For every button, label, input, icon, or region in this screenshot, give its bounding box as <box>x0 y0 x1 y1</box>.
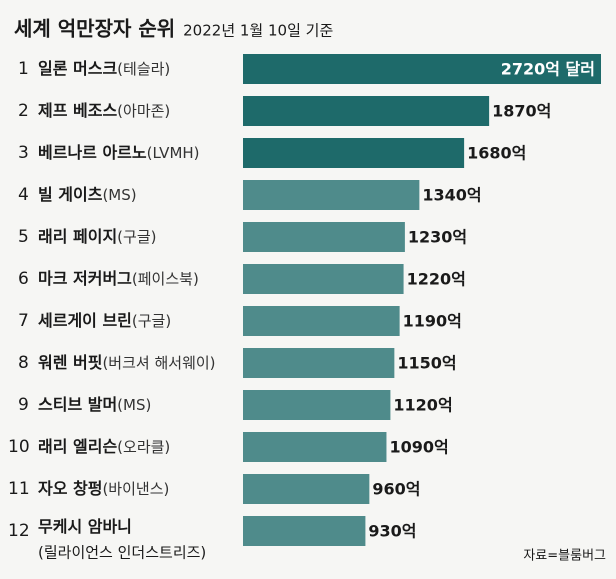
category-label: 베르나르 아르노(LVMH) <box>38 143 200 162</box>
category-label: 제프 베조스(아마존) <box>38 101 170 120</box>
chart-subtitle: 2022년 1월 10일 기준 <box>183 22 333 40</box>
bar <box>243 264 404 294</box>
name: 무케시 암바니 <box>38 517 132 536</box>
affiliation: (구글) <box>117 228 156 246</box>
value-label: 1190억 <box>403 312 462 331</box>
rank: 7 <box>18 311 29 331</box>
name: 마크 저커버그 <box>38 269 132 288</box>
affiliation: (MS) <box>102 186 136 204</box>
rank: 8 <box>18 353 29 373</box>
category-label: 자오 창펑(바이낸스) <box>38 479 169 498</box>
rank: 9 <box>18 395 29 415</box>
category-label: 래리 페이지(구글) <box>38 227 156 246</box>
affiliation: (오라클) <box>117 438 170 456</box>
value-label: 960억 <box>372 480 420 499</box>
category-label: 마크 저커버그(페이스북) <box>38 269 199 288</box>
affiliation: (아마존) <box>117 102 170 120</box>
rank: 12 <box>8 521 30 541</box>
bar <box>243 306 400 336</box>
name: 자오 창펑 <box>38 479 102 498</box>
bar <box>243 54 601 84</box>
bar <box>243 432 387 462</box>
name: 워렌 버핏 <box>38 353 102 372</box>
name: 세르게이 브린 <box>38 311 132 330</box>
category-label: 스티브 발머(MS) <box>38 395 151 414</box>
affiliation: (페이스북) <box>132 270 199 288</box>
category-label: 워렌 버핏(버크셔 해서웨이) <box>38 353 216 372</box>
value-label: 1680억 <box>467 144 526 163</box>
rank: 1 <box>18 59 29 79</box>
affiliation: (릴라이언스 인더스트리즈) <box>38 544 206 562</box>
bar <box>243 348 395 378</box>
value-label: 1220억 <box>407 270 466 289</box>
category-label: 빌 게이츠(MS) <box>38 185 137 204</box>
name: 래리 페이지 <box>38 227 117 246</box>
affiliation: (MS) <box>117 396 151 414</box>
category-label: 래리 엘리슨(오라클) <box>38 437 170 456</box>
name: 스티브 발머 <box>38 395 117 414</box>
rank: 5 <box>18 227 29 247</box>
name: 베르나르 아르노 <box>38 143 147 162</box>
name: 래리 엘리슨 <box>38 437 117 456</box>
rank: 6 <box>18 269 29 289</box>
rank: 4 <box>18 185 29 205</box>
value-label: 1090억 <box>389 438 448 457</box>
bar <box>243 96 490 126</box>
bar <box>243 474 370 504</box>
name: 빌 게이츠 <box>38 185 103 204</box>
source: 자료=블룸버그 <box>523 549 606 564</box>
chart-title: 세계 억만장자 순위 <box>14 17 175 41</box>
bar <box>243 390 391 420</box>
rank: 10 <box>8 437 30 457</box>
bar <box>243 516 366 546</box>
rank: 11 <box>8 479 30 499</box>
affiliation: (테슬라) <box>117 60 170 78</box>
affiliation: (버크셔 해서웨이) <box>102 354 215 372</box>
bar <box>243 138 465 168</box>
value-label: 1340억 <box>422 186 481 205</box>
category-label: 일론 머스크(테슬라) <box>38 59 170 78</box>
affiliation: (구글) <box>132 312 171 330</box>
affiliation: (LVMH) <box>147 144 200 162</box>
value-label: 1120억 <box>393 396 452 415</box>
name: 제프 베조스 <box>38 101 117 120</box>
category-label: 세르게이 브린(구글) <box>38 311 171 330</box>
name: 일론 머스크 <box>38 59 117 78</box>
value-label: 1230억 <box>408 228 467 247</box>
category-label: 무케시 암바니 <box>38 517 132 536</box>
affiliation: (바이낸스) <box>102 480 169 498</box>
value-label: 2720억 달러 <box>501 60 595 79</box>
value-label: 930억 <box>368 522 416 541</box>
value-label: 1150억 <box>397 354 456 373</box>
rank: 2 <box>18 101 29 121</box>
bar <box>243 222 405 252</box>
rank: 3 <box>18 143 29 163</box>
bar <box>243 180 420 210</box>
value-label: 1870억 <box>492 102 551 121</box>
